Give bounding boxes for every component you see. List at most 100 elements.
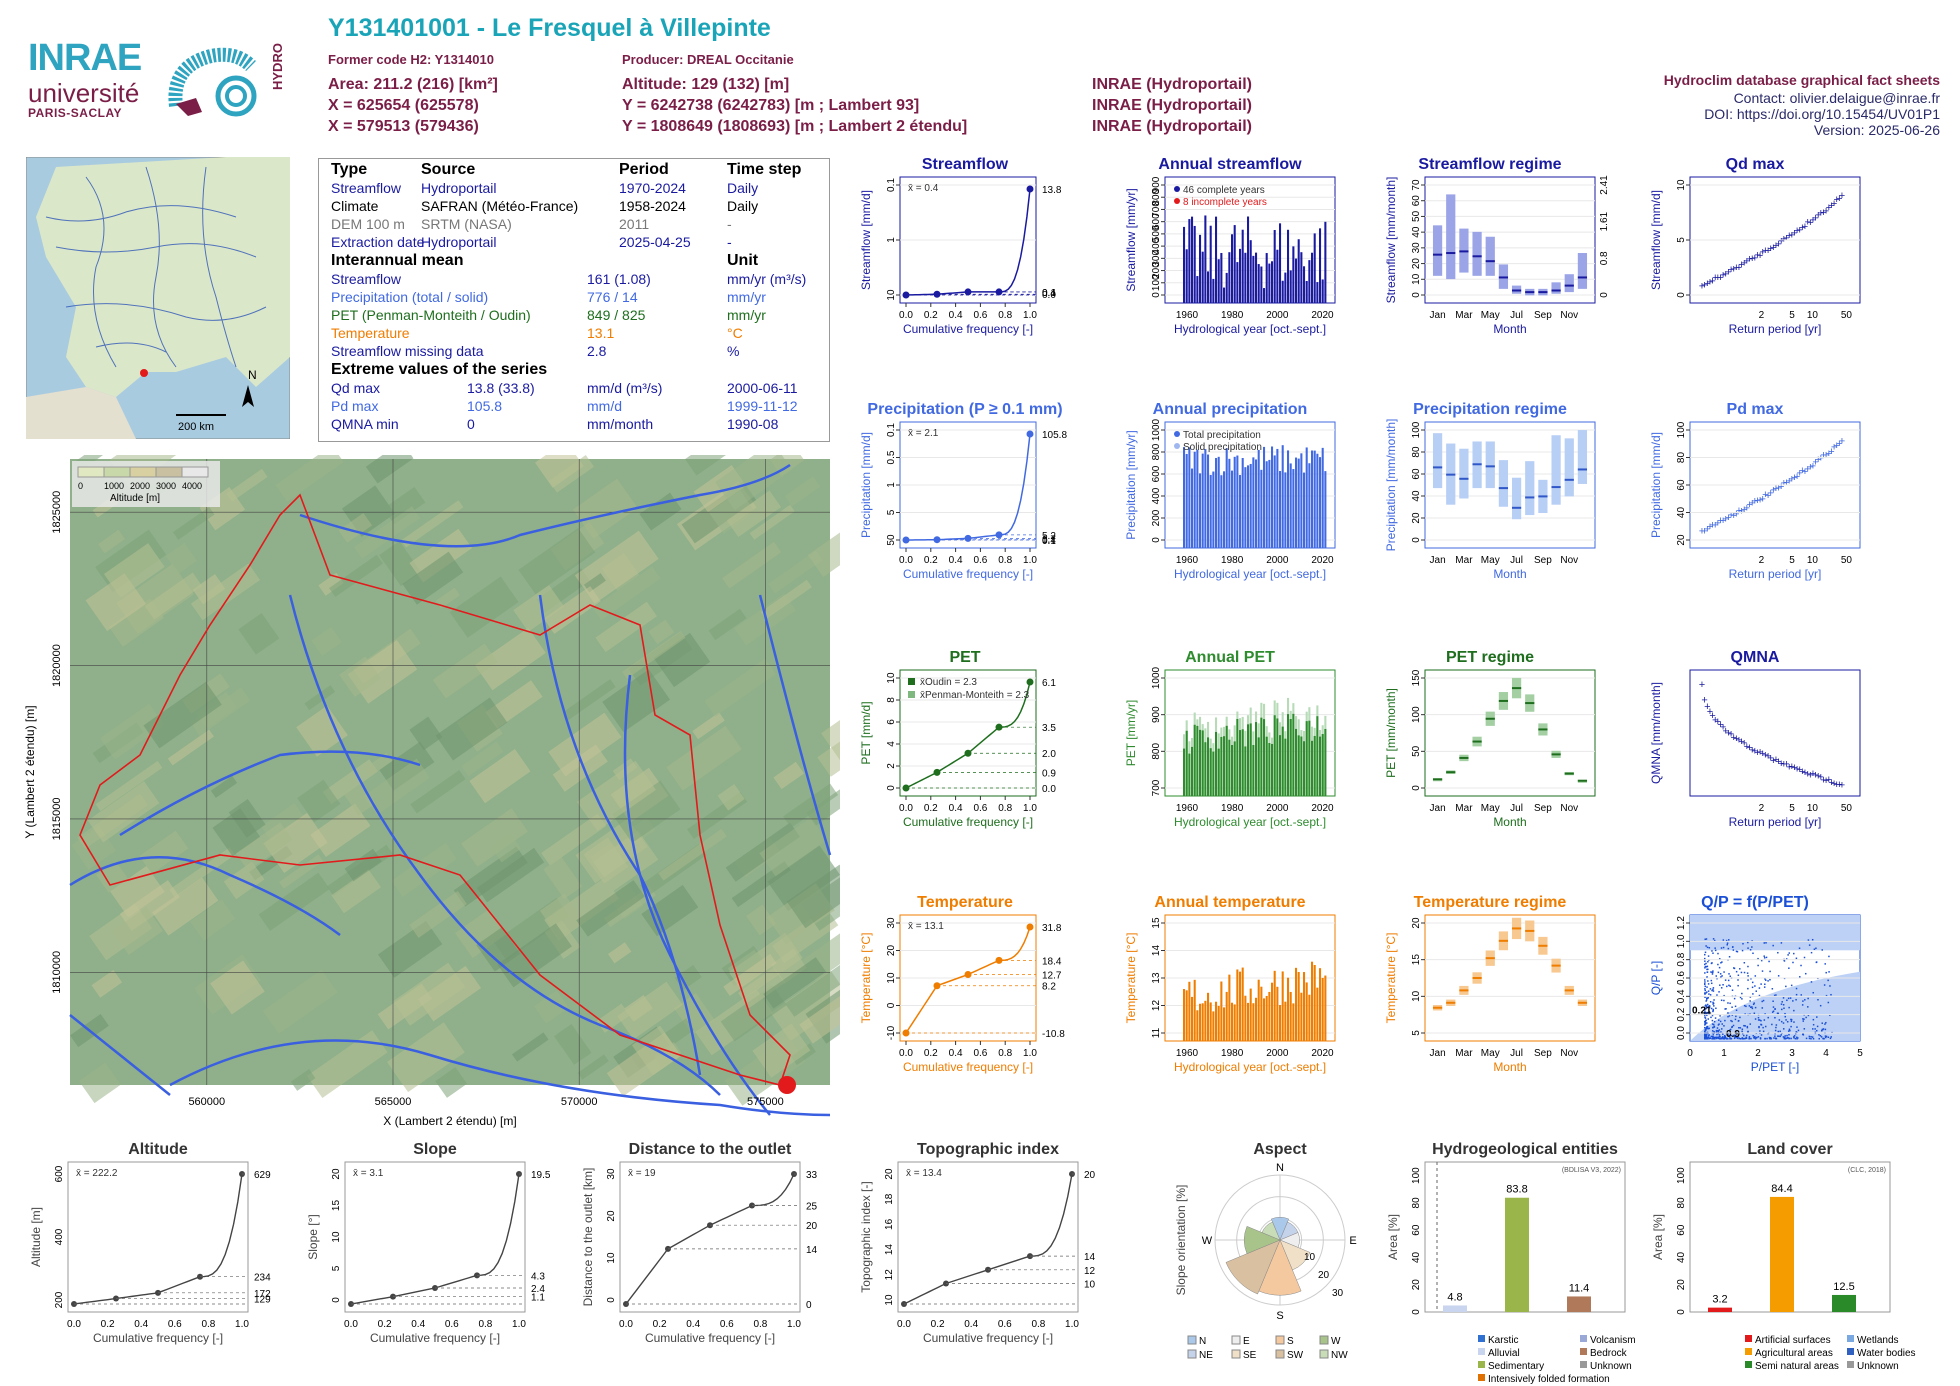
logo-inrae-text: INRAE bbox=[28, 37, 142, 79]
qp-point bbox=[1782, 1036, 1785, 1038]
qp-point bbox=[1704, 989, 1707, 992]
ytick-topographic-4: 18 bbox=[884, 1193, 895, 1205]
annual-bar-annual_precipitation-6 bbox=[1199, 473, 1202, 548]
point-pd_max-24: + bbox=[1762, 489, 1768, 501]
xtick-precipitation_regime-0: Jan bbox=[1430, 555, 1446, 566]
panel-landcover: Land cover(CLC, 2018)0204060801003.284.4… bbox=[1651, 1141, 1916, 1372]
ytick-temperature-1: 0 bbox=[886, 1002, 897, 1008]
point-qmna-5: + bbox=[1712, 715, 1718, 727]
qp-point bbox=[1744, 1037, 1747, 1040]
xlabel-annual_pet: Hydrological year [oct.-sept.] bbox=[1174, 815, 1326, 829]
ylabel-distance: Distance to the outlet [km] bbox=[581, 1168, 595, 1307]
right-tick-slope-0: 19.5 bbox=[531, 1170, 551, 1181]
db-title: Hydroclim database graphical fact sheets bbox=[1663, 72, 1940, 88]
terrain-patch bbox=[738, 967, 786, 1009]
qp-point bbox=[1804, 972, 1807, 975]
qp-point bbox=[1718, 1034, 1721, 1036]
river bbox=[623, 674, 771, 1116]
qp-point bbox=[1712, 990, 1715, 992]
terrain-patch bbox=[363, 758, 431, 816]
bar-landcover-0 bbox=[1708, 1307, 1732, 1312]
point-pd_max-22: + bbox=[1757, 494, 1763, 506]
qp-point bbox=[1825, 1036, 1827, 1039]
annual-bar-annual_streamflow-6 bbox=[1199, 234, 1202, 303]
legend-label-annual_precipitation-1: Solid precipitation bbox=[1183, 442, 1262, 453]
aspect-legend-label-2: S bbox=[1287, 1336, 1294, 1347]
qp-point bbox=[1811, 1036, 1814, 1038]
legend-key-landcover-4 bbox=[1745, 1361, 1752, 1368]
doi-link[interactable]: DOI: https://doi.org/10.15454/UV01P1 bbox=[1704, 106, 1940, 122]
qp-point bbox=[1749, 1000, 1751, 1002]
qp-point bbox=[1821, 1022, 1824, 1024]
qp-point bbox=[1709, 1000, 1712, 1003]
source-3: INRAE (Hydroportail) bbox=[1092, 118, 1252, 135]
ytick-qp_ppet-5: 1.0 bbox=[1676, 934, 1687, 948]
annual-bar-annual_pet-48 bbox=[1311, 740, 1314, 796]
qp-point bbox=[1822, 1028, 1825, 1030]
xtick-streamflow_regime-0: Jan bbox=[1430, 310, 1446, 321]
ytick-annual_temperature-4: 15 bbox=[1151, 917, 1162, 929]
qp-point bbox=[1739, 1016, 1741, 1019]
annual-bar-annual_temperature-29 bbox=[1260, 986, 1263, 1041]
qp-point bbox=[1769, 1037, 1772, 1039]
qp-point bbox=[1754, 1035, 1756, 1038]
annual-bar-annual_pet-12 bbox=[1215, 731, 1218, 796]
terrain-patch bbox=[167, 729, 214, 766]
qp-point bbox=[1731, 1025, 1734, 1028]
qp-point bbox=[1808, 1037, 1811, 1040]
terrain-patch bbox=[190, 686, 251, 737]
qp-point bbox=[1727, 1012, 1729, 1014]
terrain-patch bbox=[212, 808, 261, 857]
xtick-temperature_regime-2: May bbox=[1481, 1048, 1500, 1059]
terrain-patch bbox=[461, 808, 528, 867]
qp-point bbox=[1717, 1036, 1720, 1039]
qp-point bbox=[1794, 1032, 1797, 1035]
ytick-annual_pet-3: 1000 bbox=[1151, 666, 1162, 689]
right-tick-pet-0: 6.1 bbox=[1042, 678, 1056, 689]
regime-box-precipitation_regime-11 bbox=[1577, 430, 1588, 484]
qp-point bbox=[1717, 963, 1719, 966]
contact[interactable]: Contact: olivier.delaigue@inrae.fr bbox=[1733, 90, 1940, 106]
qp-point bbox=[1741, 1037, 1743, 1039]
ytick-hydrogeology-3: 60 bbox=[1411, 1224, 1422, 1236]
annual-bar-annual_streamflow-12 bbox=[1215, 216, 1218, 303]
qp-point bbox=[1768, 1036, 1771, 1039]
qp-point bbox=[1769, 970, 1771, 973]
qp-point bbox=[1731, 1020, 1733, 1023]
xtick-pd_max-0: 2 bbox=[1759, 555, 1765, 566]
qp-point bbox=[1705, 965, 1708, 968]
qp-point bbox=[1746, 1026, 1749, 1029]
right-tick-distance-0: 33 bbox=[806, 1170, 818, 1181]
qp-point bbox=[1758, 987, 1761, 989]
qp-point bbox=[1704, 981, 1706, 983]
panel-title-streamflow: Streamflow bbox=[922, 156, 1009, 173]
qp-point bbox=[1729, 1037, 1731, 1039]
qp-point bbox=[1715, 1031, 1718, 1033]
terrain-patch bbox=[533, 990, 569, 1024]
point-pd_max-14: + bbox=[1736, 505, 1742, 517]
ytick-annual_precipitation-0: 0 bbox=[1151, 537, 1162, 543]
x-lambert2: X = 579513 (579436) bbox=[328, 118, 479, 135]
qp-point bbox=[1708, 947, 1711, 949]
mean-label-temperature: x̄ = 13.1 bbox=[908, 921, 944, 932]
altitude: Altitude: 129 (132) [m] bbox=[622, 76, 790, 93]
ylabel-streamflow: Streamflow [mm/d] bbox=[859, 190, 873, 290]
qp-point bbox=[1825, 1021, 1827, 1024]
annual-bar-annual_streamflow-29 bbox=[1260, 266, 1263, 303]
mean-row-0-c0: Streamflow bbox=[331, 271, 402, 287]
annual-bar-annual_precipitation-1 bbox=[1185, 453, 1188, 548]
annual-bar-annual_precipitation-45 bbox=[1303, 472, 1306, 548]
annual-bar-annual_streamflow-4 bbox=[1193, 225, 1196, 303]
qp-point bbox=[1774, 1029, 1777, 1032]
legend-key-hydrogeology-6 bbox=[1478, 1374, 1485, 1381]
ytick-annual_streamflow-4: 400 bbox=[1151, 237, 1162, 254]
point-pd_max-43: + bbox=[1812, 457, 1818, 469]
annual-bar-annual_precipitation-39 bbox=[1287, 450, 1290, 548]
annual-bar-annual_temperature-2 bbox=[1188, 981, 1191, 1041]
terrain-patch bbox=[653, 632, 711, 688]
xtick-slope-5: 1.0 bbox=[512, 1319, 526, 1330]
qp-point bbox=[1750, 978, 1752, 980]
qp-point bbox=[1795, 987, 1798, 990]
qp-point bbox=[1788, 1028, 1791, 1031]
